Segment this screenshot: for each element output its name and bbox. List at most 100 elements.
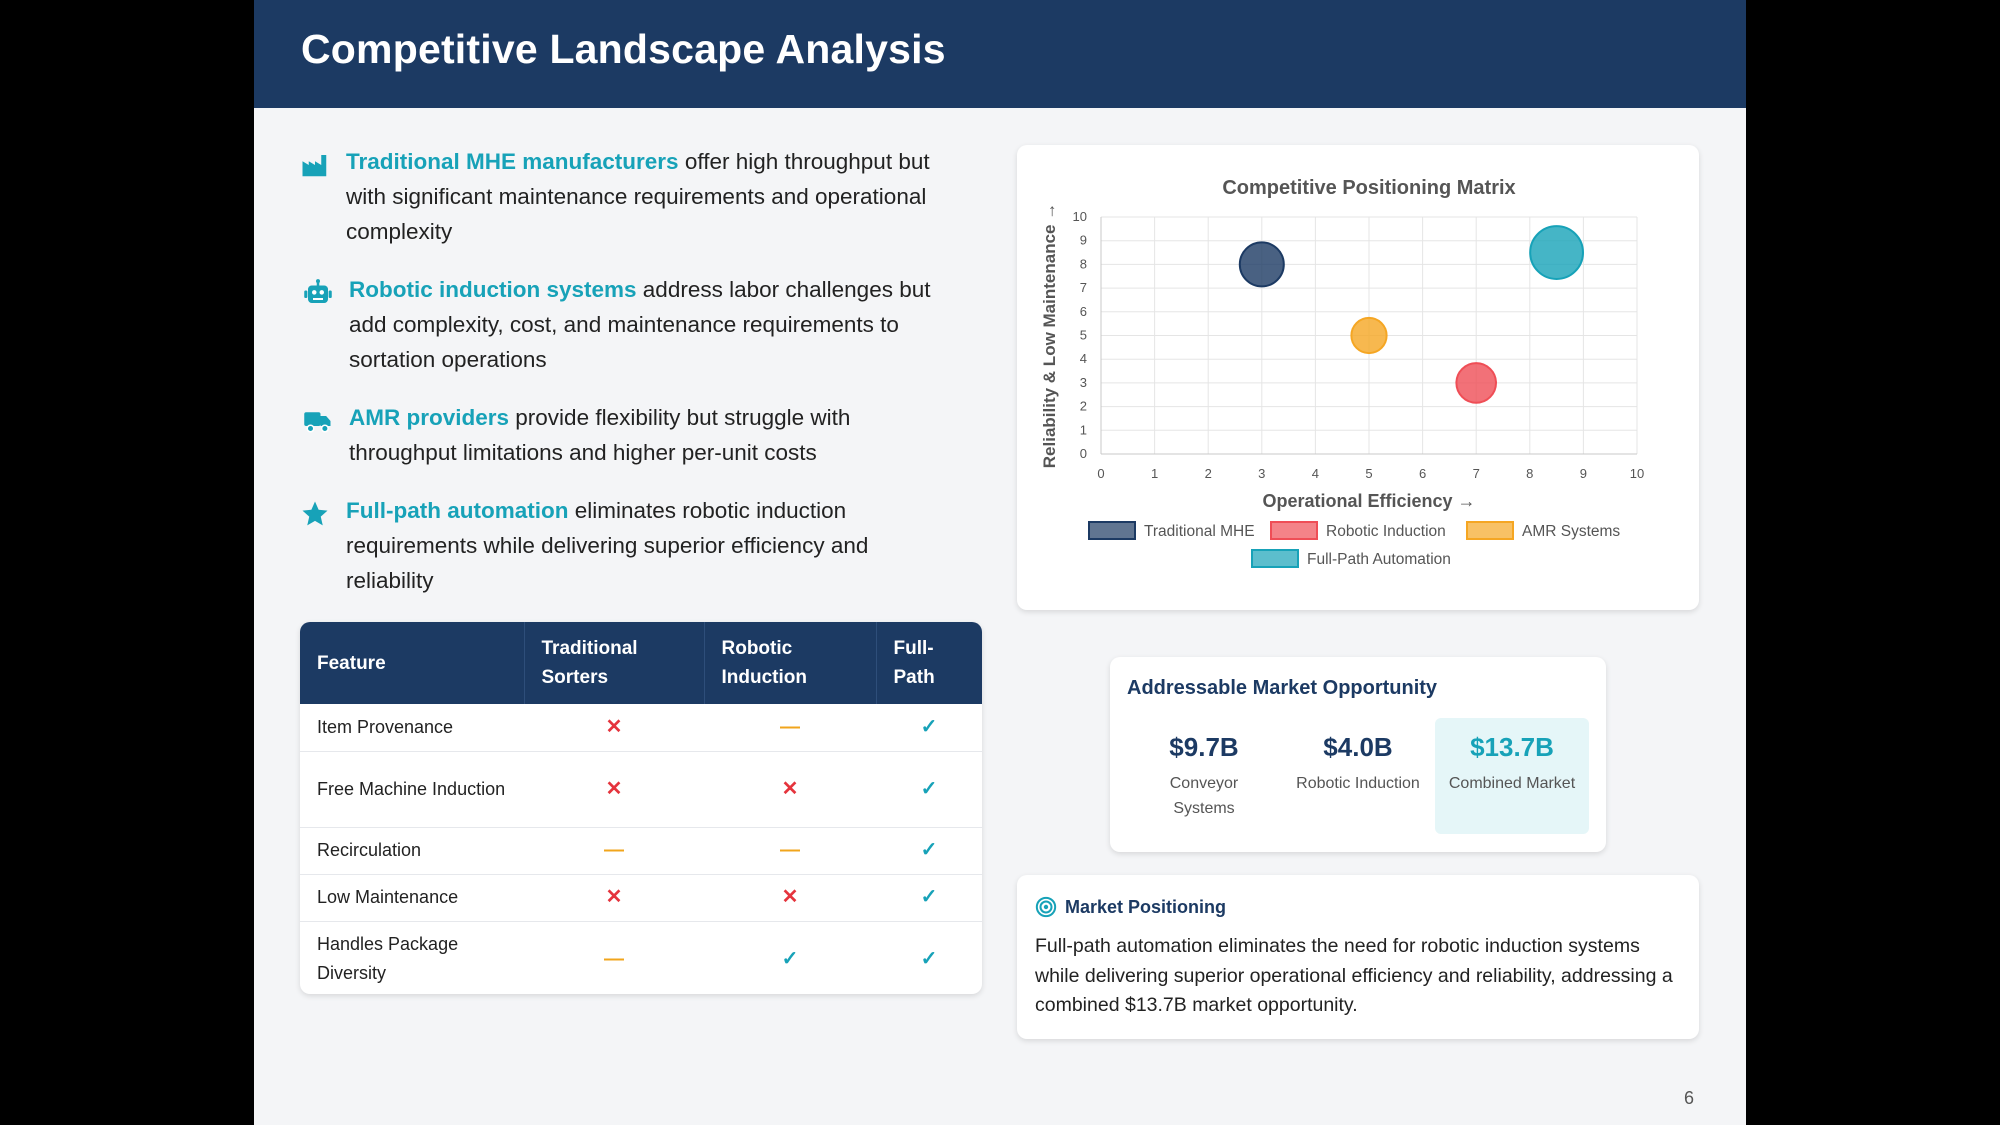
bullet-highlight: Full-path automation <box>346 498 569 523</box>
table-row: Recirculation — — ✓ <box>300 827 982 875</box>
status-cell: — <box>524 921 704 994</box>
legend-label: AMR Systems <box>1522 523 1620 540</box>
dash-icon: — <box>780 839 800 861</box>
y-tick-label: 5 <box>1080 328 1087 343</box>
market-opportunity-card: Addressable Market Opportunity $9.7B Con… <box>1110 657 1606 852</box>
chart-title: Competitive Positioning Matrix <box>1222 177 1515 199</box>
check-icon: ✓ <box>920 715 938 738</box>
legend-swatch <box>1088 521 1136 540</box>
data-point-amr-systems <box>1350 316 1388 355</box>
legend-label: Robotic Induction <box>1326 523 1446 540</box>
y-tick-label: 3 <box>1080 375 1087 390</box>
y-tick-label: 8 <box>1080 256 1087 271</box>
x-icon: ✕ <box>781 777 799 800</box>
bullet-highlight: Traditional MHE manufacturers <box>346 149 679 174</box>
dash-icon: — <box>604 947 624 970</box>
page-title: Competitive Landscape Analysis <box>301 26 946 72</box>
page-number: 6 <box>1683 1088 1694 1108</box>
x-icon: ✕ <box>605 777 623 800</box>
y-tick-label: 1 <box>1080 422 1087 437</box>
market-positioning-card: Market Positioning Full-path automation … <box>1017 875 1699 1039</box>
x-tick-label: 1 <box>1151 466 1158 481</box>
check-icon: ✓ <box>920 839 938 861</box>
data-point-full-path-automation <box>1529 225 1584 280</box>
bullet-highlight: Robotic induction systems <box>349 277 637 302</box>
market-stat-label: Combined Market <box>1448 775 1576 792</box>
positioning-chart-card: Competitive Positioning Matrix 0 1 2 3 4 5 6 7 8 9… <box>1017 145 1699 610</box>
legend-swatch <box>1270 521 1318 540</box>
positioning-chart: Competitive Positioning Matrix 0 1 2 3 4 5 6 7 8 9… <box>1040 177 1644 568</box>
market-stat-label: Robotic Induction <box>1296 775 1420 792</box>
y-tick-label: 6 <box>1080 304 1087 319</box>
x-icon: ✕ <box>605 886 623 908</box>
status-cell: ✓ <box>876 751 982 828</box>
y-tick-label: 4 <box>1080 351 1087 366</box>
market-stat-value: $4.0B <box>1323 732 1393 762</box>
status-cell: — <box>704 827 876 875</box>
status-cell: ✕ <box>524 751 704 828</box>
x-icon: ✕ <box>781 886 799 908</box>
bullet-robotic: Robotic induction systems address labor … <box>303 272 960 377</box>
bullet-full-path: Full-path automation eliminates robotic … <box>300 493 960 598</box>
market-stat-conveyor: $9.7B Conveyor Systems <box>1127 718 1281 834</box>
dash-icon: — <box>780 715 800 738</box>
market-stat-label: Conveyor Systems <box>1169 775 1239 817</box>
legend-label: Full-Path Automation <box>1307 551 1451 568</box>
table-header-row: Feature Traditional Sorters Robotic Indu… <box>300 622 982 704</box>
status-cell: ✓ <box>876 874 982 922</box>
status-cell: ✓ <box>704 921 876 994</box>
x-tick-label: 2 <box>1205 466 1212 481</box>
feature-cell: Free Machine Induction <box>300 751 524 828</box>
positioning-text: Full-path automation eliminates the need… <box>1035 935 1673 1016</box>
x-tick-label: 5 <box>1365 466 1372 481</box>
status-cell: ✕ <box>524 704 704 752</box>
x-tick-label: 0 <box>1097 466 1104 481</box>
comparison-table: Feature Traditional Sorters Robotic Indu… <box>300 622 982 994</box>
y-tick-label: 2 <box>1080 399 1087 414</box>
check-icon: ✓ <box>781 947 799 970</box>
bullet-amr: AMR providers provide flexibility but st… <box>303 400 960 470</box>
legend-swatch <box>1466 521 1514 540</box>
y-tick-label: 10 <box>1073 209 1087 224</box>
status-cell: ✕ <box>704 874 876 922</box>
legend-swatch <box>1251 549 1299 568</box>
status-cell: ✕ <box>704 751 876 828</box>
bullet-text: address labor challenges but add complex… <box>349 277 931 372</box>
status-cell: ✓ <box>876 704 982 752</box>
status-cell: ✕ <box>524 874 704 922</box>
factory-icon <box>302 155 327 177</box>
y-tick-label: 7 <box>1080 280 1087 295</box>
x-tick-label: 10 <box>1630 466 1644 481</box>
data-point-traditional-mhe <box>1238 241 1285 288</box>
status-cell: ✓ <box>876 827 982 875</box>
status-cell: ✓ <box>876 921 982 994</box>
check-icon: ✓ <box>920 777 938 800</box>
header-traditional-sorters: Traditional Sorters <box>524 622 705 704</box>
x-axis-label: Operational Efficiency → <box>1262 491 1475 511</box>
status-cell: — <box>704 704 876 752</box>
robot-icon <box>304 279 332 303</box>
bullet-mhe: Traditional MHE manufacturers offer high… <box>300 144 960 249</box>
data-point-robotic-induction <box>1455 362 1498 404</box>
feature-cell: Item Provenance <box>300 704 524 752</box>
positioning-title: Market Positioning <box>1065 897 1227 917</box>
x-tick-label: 4 <box>1312 466 1319 481</box>
slide: Competitive Landscape Analysis Tradition… <box>254 0 1746 1125</box>
feature-cell: Recirculation <box>300 827 524 875</box>
table-row: Item Provenance ✕ — ✓ <box>300 704 982 752</box>
y-axis-label: Reliability & Low Maintenance → <box>1040 203 1059 468</box>
x-tick-label: 9 <box>1580 466 1587 481</box>
x-tick-label: 7 <box>1473 466 1480 481</box>
target-icon <box>1035 896 1057 918</box>
feature-cell: Low Maintenance <box>300 874 524 922</box>
market-stat-value: $13.7B <box>1470 732 1554 762</box>
table-row: Handles Package Diversity — ✓ ✓ <box>300 921 982 994</box>
table-row: Low Maintenance ✕ ✕ ✓ <box>300 874 982 922</box>
header-full-path: Full-Path <box>876 622 982 704</box>
check-icon: ✓ <box>920 886 938 908</box>
truck-icon <box>304 412 331 433</box>
bullet-text: eliminates robotic induction requirement… <box>346 498 869 593</box>
y-tick-label: 9 <box>1080 233 1087 248</box>
bullet-text: offer high throughput but with significa… <box>346 149 930 244</box>
star-icon <box>302 501 328 526</box>
